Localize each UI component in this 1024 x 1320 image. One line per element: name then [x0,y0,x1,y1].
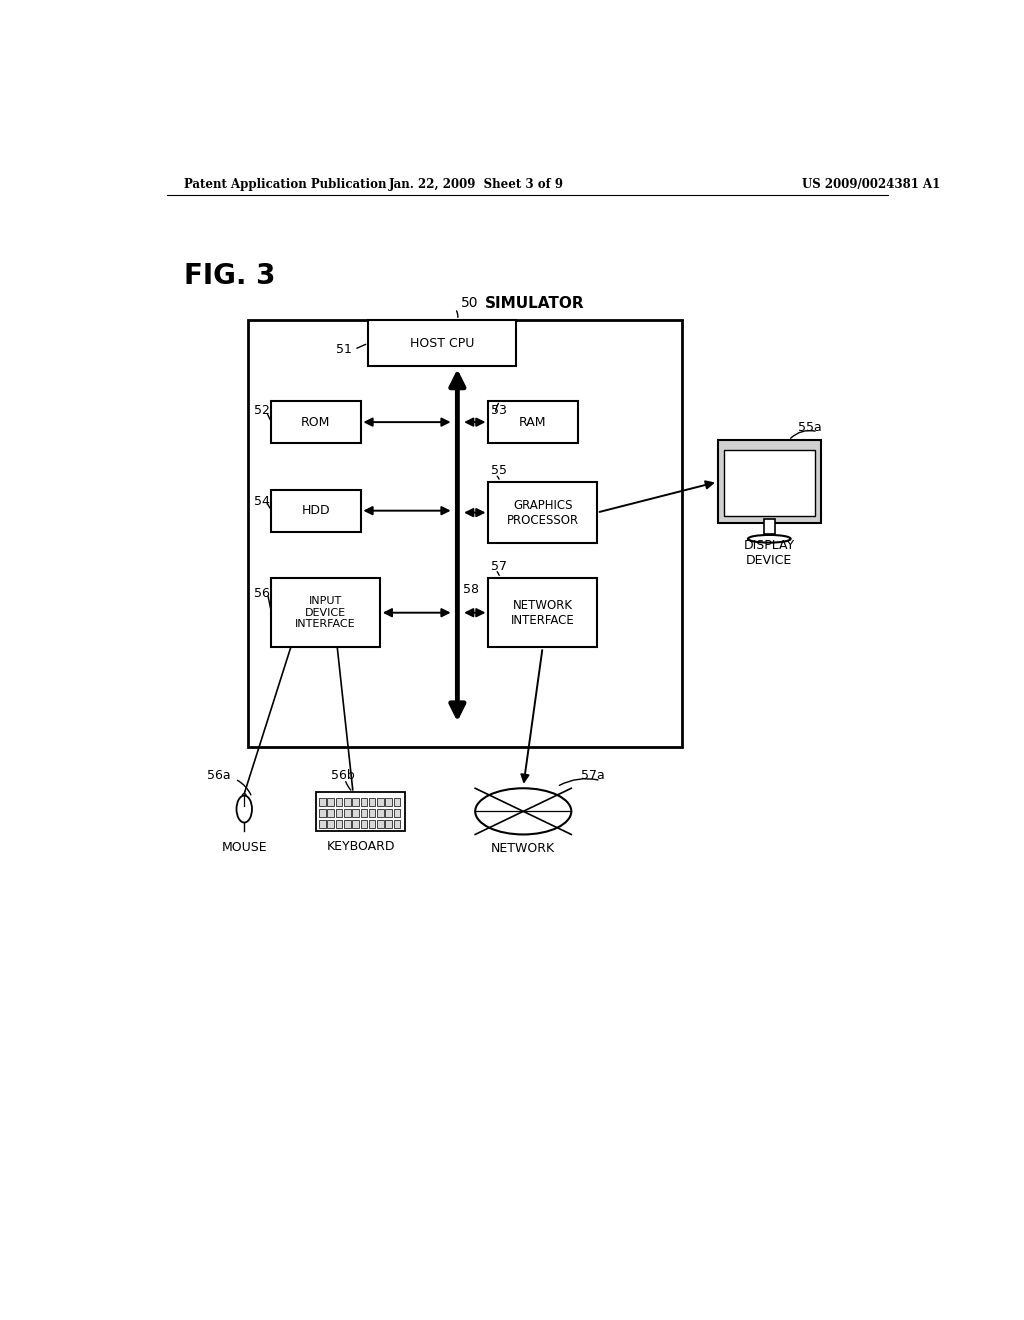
Bar [352,799,358,807]
Bar [344,820,350,828]
Bar [488,578,597,647]
Text: 56a: 56a [207,770,230,783]
Bar [336,820,342,828]
Bar [377,820,384,828]
Text: 56b: 56b [331,770,354,783]
Bar [319,809,326,817]
Text: GRAPHICS
PROCESSOR: GRAPHICS PROCESSOR [507,499,579,527]
Ellipse shape [748,535,791,543]
Bar [316,792,406,830]
Bar [336,799,342,807]
Bar [385,799,392,807]
Text: RAM: RAM [519,416,547,429]
Bar [328,820,334,828]
Bar [377,799,384,807]
Text: 57a: 57a [582,770,605,783]
Bar [271,401,360,444]
Bar [271,490,360,532]
Bar [488,401,578,444]
Text: 57: 57 [490,560,507,573]
Bar [724,450,815,516]
Bar [360,809,368,817]
Text: MOUSE: MOUSE [221,841,267,854]
Bar [328,809,334,817]
Bar [385,820,392,828]
Bar [369,799,376,807]
Bar [319,820,326,828]
Bar [336,809,342,817]
Bar [360,799,368,807]
Bar [369,321,515,367]
Text: 55a: 55a [799,421,822,434]
Text: Patent Application Publication: Patent Application Publication [183,178,386,190]
Text: HDD: HDD [302,504,331,517]
Bar [319,799,326,807]
Bar [360,820,368,828]
Text: FIG. 3: FIG. 3 [183,263,275,290]
Bar [369,820,376,828]
Bar [377,809,384,817]
Text: 55: 55 [490,463,507,477]
Bar [393,799,400,807]
Text: NETWORK
INTERFACE: NETWORK INTERFACE [511,599,574,627]
Text: INPUT
DEVICE
INTERFACE: INPUT DEVICE INTERFACE [295,597,356,630]
Bar [385,809,392,817]
Text: 58: 58 [463,583,479,597]
Ellipse shape [237,796,252,822]
Text: ROM: ROM [301,416,331,429]
Text: 51: 51 [336,343,351,356]
Bar [328,799,334,807]
Bar [352,820,358,828]
Text: US 2009/0024381 A1: US 2009/0024381 A1 [802,178,940,190]
Text: 50: 50 [461,296,479,310]
Bar [344,799,350,807]
Text: 52: 52 [254,404,269,417]
Bar [248,321,682,747]
Bar [393,820,400,828]
Text: NETWORK: NETWORK [492,842,555,855]
Text: KEYBOARD: KEYBOARD [327,840,394,853]
Bar [352,809,358,817]
Bar [344,809,350,817]
Text: 54: 54 [254,495,269,508]
Ellipse shape [475,788,571,834]
Text: Jan. 22, 2009  Sheet 3 of 9: Jan. 22, 2009 Sheet 3 of 9 [389,178,564,190]
Text: DISPLAY
DEVICE: DISPLAY DEVICE [743,539,795,566]
Text: 56: 56 [254,587,269,601]
Text: HOST CPU: HOST CPU [410,337,474,350]
Bar [369,809,376,817]
Bar [271,578,380,647]
Bar [393,809,400,817]
Text: 53: 53 [490,404,507,417]
Bar [718,441,821,524]
Bar [488,482,597,544]
Text: SIMULATOR: SIMULATOR [484,296,584,310]
Bar [764,519,775,535]
